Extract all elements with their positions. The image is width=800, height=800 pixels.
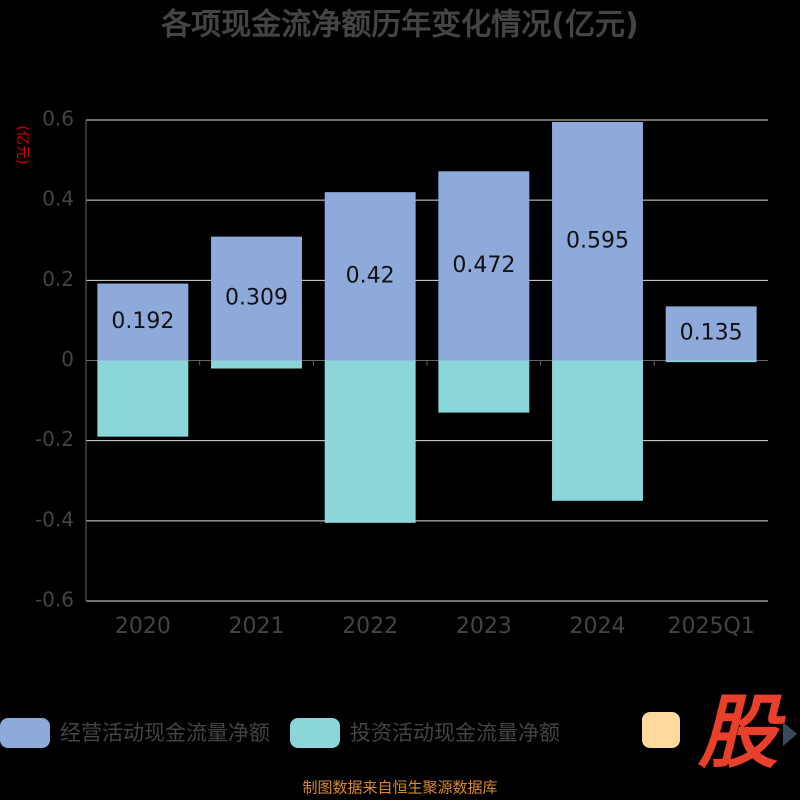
bar xyxy=(665,306,757,361)
x-tick-label: 2022 xyxy=(342,614,398,639)
legend-label: 投资活动现金流量净额 xyxy=(350,721,560,745)
y-tick-label: -0.6 xyxy=(35,588,74,612)
legend-swatch xyxy=(290,718,340,748)
bar xyxy=(438,360,530,413)
data-label: 0.472 xyxy=(452,253,515,278)
x-tick-label: 2020 xyxy=(115,614,171,639)
legend-label: 经营活动现金流量净额 xyxy=(60,721,270,745)
y-axis-label: (亿元) xyxy=(14,126,30,165)
x-tick-label: 2025Q1 xyxy=(668,614,755,639)
legend-swatch-partial xyxy=(642,712,680,748)
chart-title: 各项现金流净额历年变化情况(亿元) xyxy=(160,8,638,43)
y-tick-label: 0.6 xyxy=(42,107,74,131)
bar xyxy=(97,283,189,361)
source-note: 制图数据来自恒生聚源数据库 xyxy=(302,779,497,797)
legend-arrow[interactable] xyxy=(783,722,797,746)
legend-swatch xyxy=(0,718,50,748)
bar xyxy=(552,122,643,361)
bar xyxy=(324,360,416,523)
watermark: 股 xyxy=(697,686,786,779)
bar xyxy=(211,360,302,369)
data-label: 0.192 xyxy=(111,309,174,334)
bar xyxy=(97,360,189,437)
x-tick-label: 2023 xyxy=(456,614,512,639)
y-tick-label: 0.2 xyxy=(42,267,74,291)
data-label: 0.135 xyxy=(680,320,743,345)
bar xyxy=(324,192,416,361)
y-tick-label: 0 xyxy=(61,347,74,371)
y-tick-label: -0.2 xyxy=(35,427,74,451)
data-label: 0.42 xyxy=(346,263,395,288)
bar xyxy=(552,360,643,501)
data-label: 0.595 xyxy=(566,228,629,253)
y-tick-label: 0.4 xyxy=(42,187,74,211)
bar xyxy=(438,171,530,361)
data-label: 0.309 xyxy=(225,286,288,311)
x-tick-label: 2021 xyxy=(229,614,285,639)
bar xyxy=(211,236,302,361)
x-tick-label: 2024 xyxy=(570,614,626,639)
y-tick-label: -0.4 xyxy=(35,507,74,531)
bar xyxy=(665,360,757,363)
